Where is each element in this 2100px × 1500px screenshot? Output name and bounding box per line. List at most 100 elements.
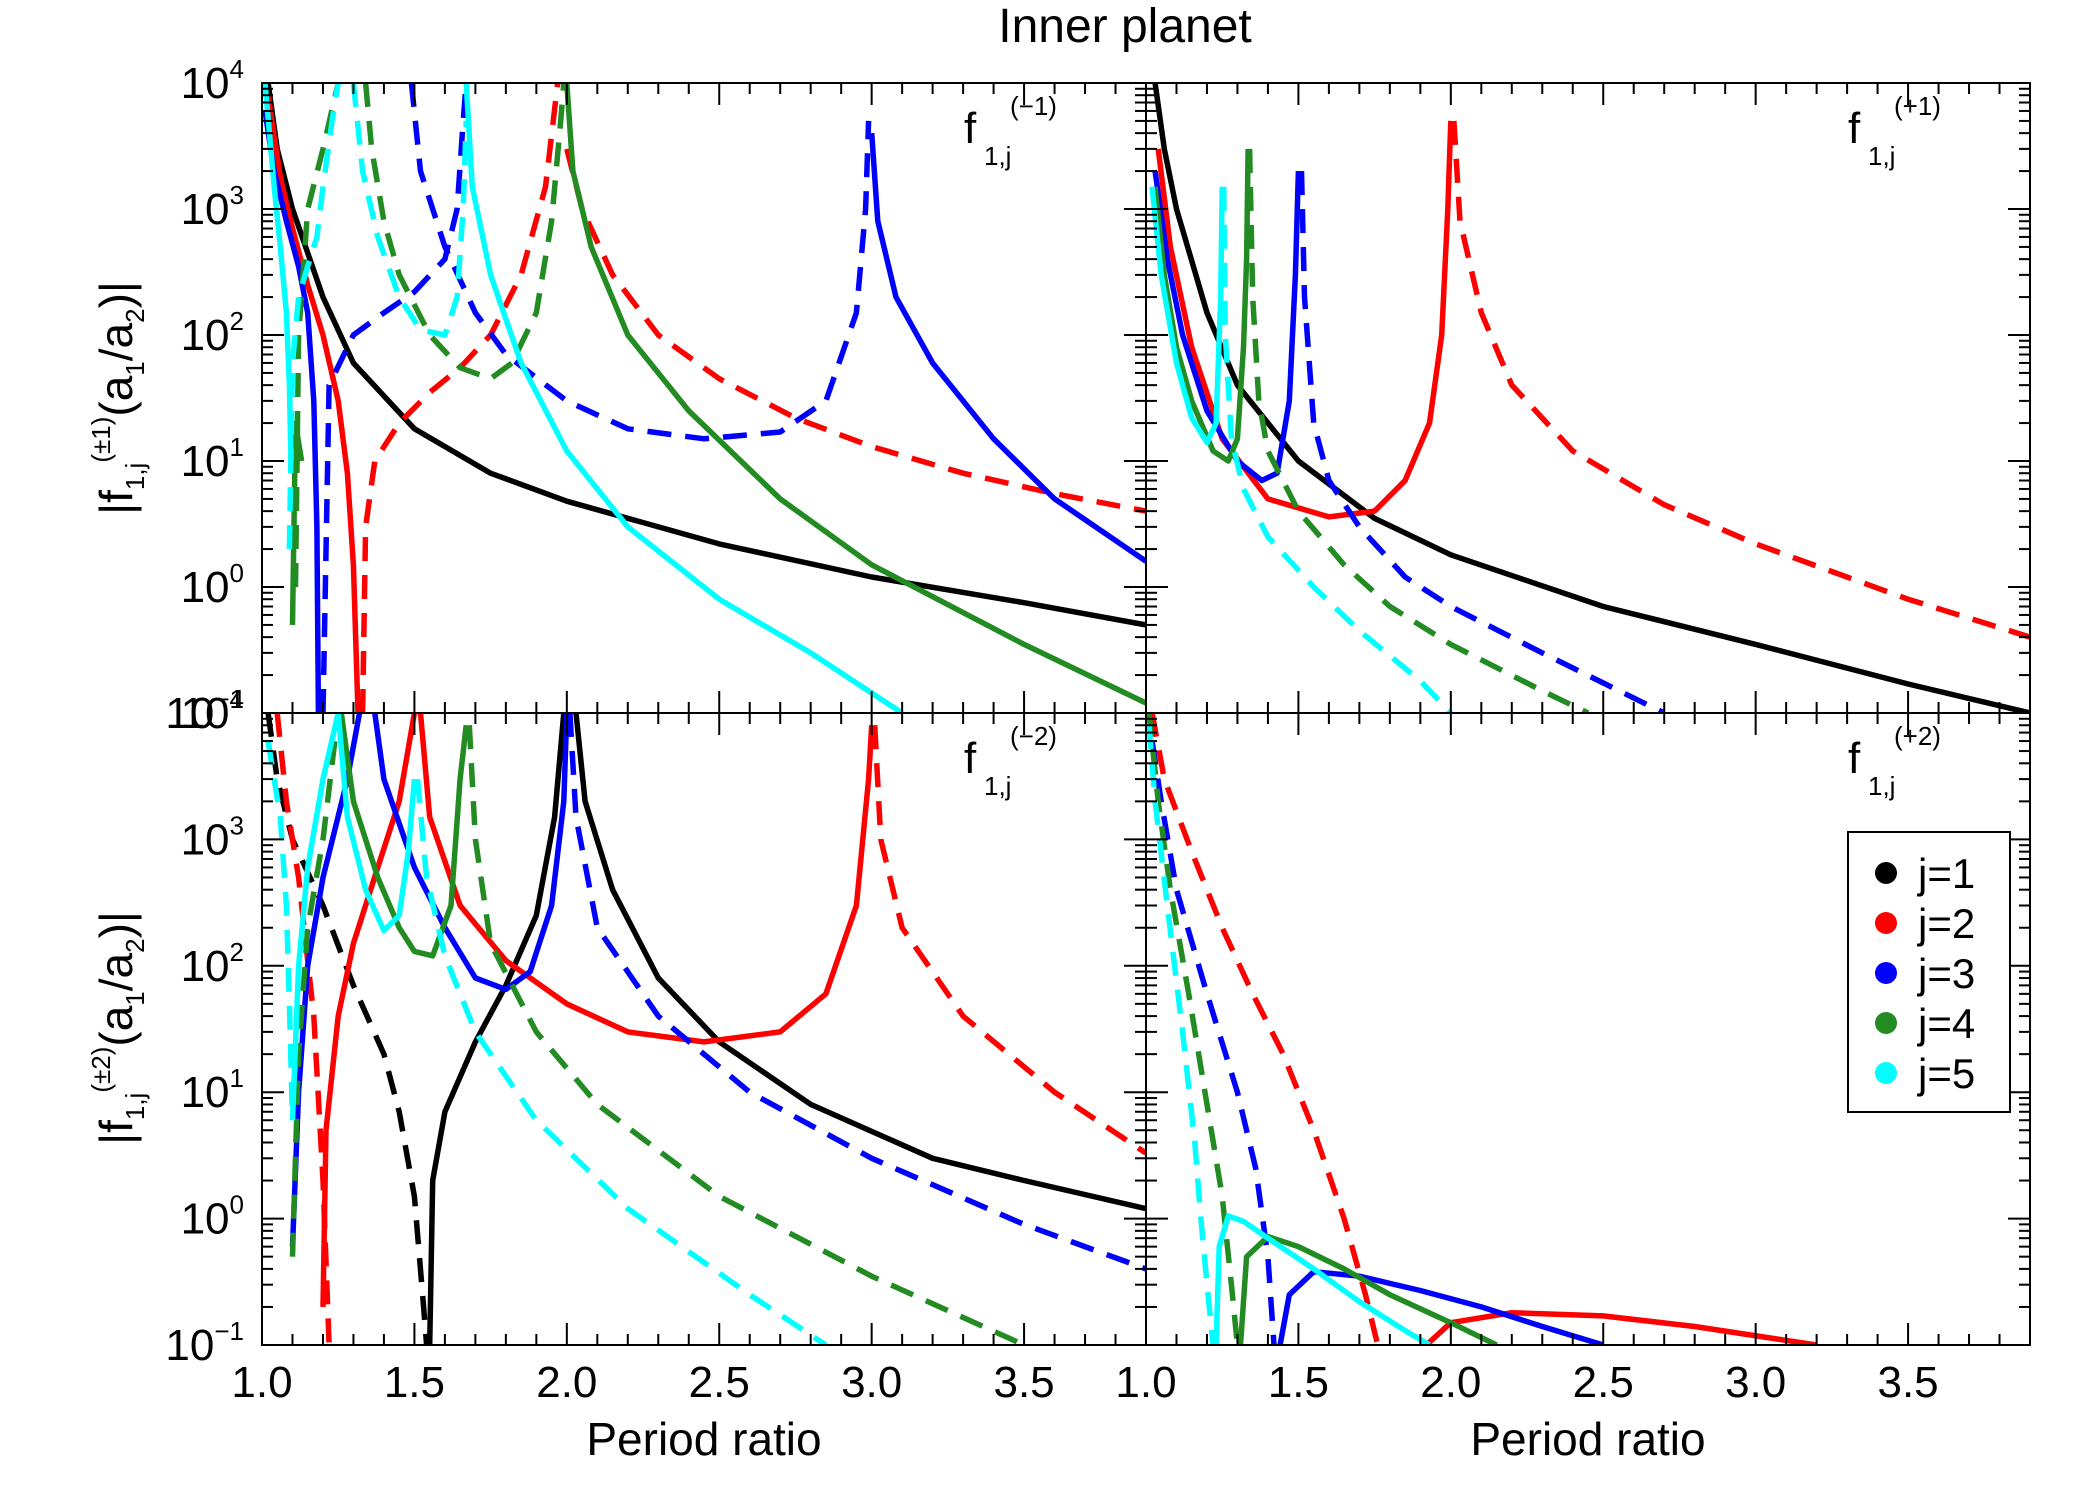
series-j-4-dashed bbox=[292, 83, 341, 588]
series-j-5-dashed-mid bbox=[350, 83, 469, 338]
y-tick-exponent: 1 bbox=[230, 432, 244, 462]
series-j-4-solid bbox=[1152, 148, 1251, 464]
y-tick-base: 10 bbox=[181, 59, 230, 108]
y-axis-title-top: |f1,j(±1)(a1/a2)| bbox=[86, 281, 150, 515]
legend-marker bbox=[1875, 862, 1897, 884]
y-tick-label: 10−1 bbox=[165, 684, 244, 738]
y-axis-title-part: )| bbox=[90, 911, 142, 938]
y-tick-base: 10 bbox=[181, 185, 230, 234]
series-j-2-dashed-outer bbox=[564, 148, 1146, 514]
y-axis-title-part: 2 bbox=[120, 308, 150, 322]
y-tick-exponent: 2 bbox=[230, 306, 244, 336]
series-j-3-solid bbox=[1152, 170, 1302, 484]
panel-label-superscript: (−1) bbox=[1010, 91, 1057, 121]
legend-marker bbox=[1875, 962, 1897, 984]
y-tick-exponent: 0 bbox=[230, 558, 244, 588]
panel-label: f 1,j (−1) bbox=[964, 91, 1057, 171]
series-j-4-solid-outer bbox=[564, 83, 1146, 706]
y-tick-base: 10 bbox=[181, 689, 230, 738]
series-j-5-solid bbox=[262, 83, 294, 462]
y-tick-label: 10−1 bbox=[165, 1316, 244, 1370]
tick-marks bbox=[261, 82, 1147, 714]
series-j-5-dashed bbox=[1220, 186, 1453, 713]
legend-marker bbox=[1875, 912, 1897, 934]
series-j-4-solid-inner bbox=[289, 420, 305, 625]
y-tick-label: 104 bbox=[181, 54, 244, 108]
series-j-1-solid bbox=[265, 83, 1146, 628]
panel-label-subscript: 1,j bbox=[984, 141, 1011, 171]
y-tick-label: 100 bbox=[181, 558, 244, 612]
y-tick-label: 103 bbox=[181, 180, 244, 234]
y-tick-base: 10 bbox=[181, 942, 230, 991]
series-j-1-solid bbox=[426, 713, 567, 1345]
y-tick-label: 103 bbox=[181, 810, 244, 864]
x-tick-label: 3.5 bbox=[1877, 1358, 1938, 1407]
panel-label-symbol: f bbox=[1848, 104, 1861, 153]
panel-label-superscript: (+2) bbox=[1894, 721, 1941, 751]
y-tick-exponent: −1 bbox=[214, 1316, 244, 1346]
y-axis-title-bottom: |f1,j(±2)(a1/a2)| bbox=[86, 911, 150, 1145]
legend: j=1j=2j=3j=4j=5 bbox=[1847, 831, 2011, 1113]
series-j-4-dashed-mid bbox=[362, 83, 567, 382]
y-tick-label: 102 bbox=[181, 937, 244, 991]
series-j-5-dashed bbox=[265, 740, 296, 1121]
figure-title: Inner planet bbox=[998, 0, 1252, 53]
y-axis-title-part: 1,j bbox=[120, 1093, 150, 1120]
series-j-2-solid bbox=[1424, 1309, 1818, 1345]
y-tick-exponent: 3 bbox=[230, 180, 244, 210]
y-tick-base: 10 bbox=[181, 563, 230, 612]
panel-label-subscript: 1,j bbox=[984, 771, 1011, 801]
series-j-3-dashed bbox=[1298, 171, 1666, 713]
y-axis-title-part: 2 bbox=[120, 938, 150, 952]
y-tick-exponent: 4 bbox=[230, 684, 244, 714]
x-tick-label: 1.5 bbox=[1268, 1358, 1329, 1407]
series-j-3-dashed bbox=[320, 83, 469, 713]
y-axis-title-part: (±2) bbox=[86, 1047, 116, 1093]
tick-marks bbox=[1145, 712, 2031, 1346]
y-axis-title-part: (±1) bbox=[86, 417, 116, 463]
panel-label-superscript: (−2) bbox=[1010, 721, 1057, 751]
y-axis-title-part: (a bbox=[90, 375, 142, 416]
x-tick-label: 2.0 bbox=[536, 1358, 597, 1407]
x-tick-label: 2.5 bbox=[689, 1358, 750, 1407]
legend-label: j=3 bbox=[1916, 950, 1975, 997]
y-axis-title-part: /a bbox=[90, 952, 142, 991]
x-tick-label: 1.0 bbox=[1115, 1358, 1176, 1407]
y-axis-title-part: |f bbox=[90, 490, 142, 515]
y-axis-title-part: |f bbox=[90, 1120, 142, 1145]
legend-label: j=1 bbox=[1916, 850, 1975, 897]
x-tick-label: 1.5 bbox=[384, 1358, 445, 1407]
y-tick-label: 101 bbox=[181, 432, 244, 486]
legend-label: j=4 bbox=[1916, 1000, 1975, 1047]
x-tick-label: 1.0 bbox=[231, 1358, 292, 1407]
series-j-4-dashed bbox=[1246, 148, 1590, 713]
panel-label-subscript: 1,j bbox=[1868, 141, 1895, 171]
series-j-2-dashed-outer bbox=[871, 725, 1146, 1156]
series-j-5-solid-mid bbox=[335, 713, 418, 934]
series-j-2-dashed bbox=[359, 83, 561, 713]
series-j-4-dashed bbox=[289, 713, 341, 1257]
legend-marker bbox=[1875, 1062, 1897, 1084]
y-tick-exponent: 0 bbox=[230, 1190, 244, 1220]
y-axis-titles: |f1,j(±1)(a1/a2)| |f1,j(±2)(a1/a2)| bbox=[86, 281, 150, 1145]
panel-label: f 1,j (+1) bbox=[1848, 91, 1941, 171]
panel-label-subscript: 1,j bbox=[1868, 771, 1895, 801]
series-j-3-dashed bbox=[567, 713, 1146, 1272]
x-tick-label: 2.0 bbox=[1420, 1358, 1481, 1407]
legend-marker bbox=[1875, 1012, 1897, 1034]
series-j-2-solid bbox=[320, 713, 418, 1307]
series-j-2-solid-outer bbox=[417, 713, 875, 1045]
tick-marks bbox=[1145, 82, 2031, 714]
panel-label-symbol: f bbox=[964, 734, 977, 783]
legend-label: j=5 bbox=[1916, 1050, 1975, 1097]
curves bbox=[1149, 83, 2030, 713]
y-tick-base: 10 bbox=[165, 689, 214, 738]
x-tick-label: 3.5 bbox=[993, 1358, 1054, 1407]
x-tick-label: 3.0 bbox=[841, 1358, 902, 1407]
series-j-4-solid bbox=[338, 713, 469, 959]
y-tick-base: 10 bbox=[181, 1068, 230, 1117]
series-j-5-solid-outer bbox=[463, 83, 904, 713]
y-axis-title-part: /a bbox=[90, 322, 142, 361]
